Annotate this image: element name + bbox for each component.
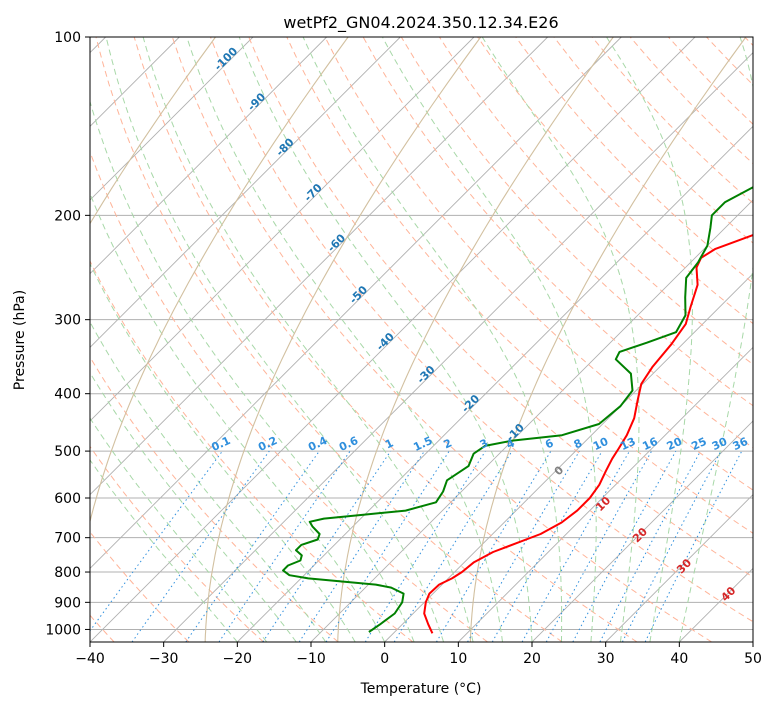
x-tick-label: 10 bbox=[449, 651, 467, 667]
moist-adiabat-line bbox=[90, 417, 268, 642]
mixing-ratio-line bbox=[325, 450, 450, 642]
mixing-ratio-label: 36 bbox=[731, 435, 751, 453]
y-tick-label: 800 bbox=[54, 565, 81, 581]
x-axis: −40 −30 −20 −10 0 10 20 30 40 50 bbox=[75, 642, 762, 667]
dry-adiabat-line bbox=[210, 37, 753, 623]
y-tick-label: 1000 bbox=[45, 622, 81, 638]
mixing-ratio-line bbox=[185, 450, 320, 642]
moist-adiabat-line bbox=[381, 37, 597, 642]
y-tick-label: 200 bbox=[54, 208, 81, 224]
y-tick-label: 900 bbox=[54, 595, 81, 611]
dry-adiabat-line bbox=[515, 37, 753, 284]
isotherm-line bbox=[163, 52, 753, 642]
y-tick-label: 700 bbox=[54, 531, 81, 547]
mixing-ratio-line bbox=[572, 450, 677, 642]
isotherm-line bbox=[90, 37, 254, 201]
dry-adiabat-line bbox=[133, 37, 638, 642]
x-tick-label: 0 bbox=[380, 651, 389, 667]
moist-adiabat-line bbox=[186, 37, 503, 642]
isotherm-line bbox=[384, 273, 753, 642]
moist-adiabat-line bbox=[90, 459, 238, 642]
dry-adiabat-line bbox=[95, 37, 563, 642]
curved-background-line bbox=[469, 37, 747, 642]
mixing-ratio-line bbox=[393, 450, 513, 642]
moist-adiabat-line bbox=[90, 99, 415, 642]
mixing-ratio-label: 13 bbox=[618, 435, 637, 453]
moist-adiabat-line bbox=[105, 37, 445, 642]
y-axis: 100 200 300 400 500 600 700 800 900 1000 bbox=[45, 30, 90, 638]
mixing-ratio-line bbox=[364, 450, 486, 642]
x-tick-label: −30 bbox=[149, 651, 179, 667]
plot-frame bbox=[89, 36, 754, 643]
isotherm-line bbox=[605, 494, 753, 642]
mixing-ratio-label: 10 bbox=[591, 435, 611, 453]
x-tick-label: −10 bbox=[296, 651, 326, 667]
mixing-ratio-label: 20 bbox=[665, 435, 685, 453]
x-tick-label: −40 bbox=[75, 651, 105, 667]
series-group bbox=[282, 186, 753, 634]
isotherm-line bbox=[90, 37, 475, 422]
x-axis-title: Temperature (°C) bbox=[360, 681, 482, 697]
moist-adiabat-line bbox=[90, 321, 327, 642]
isotherm-line bbox=[237, 125, 753, 642]
moist-adiabat-line bbox=[90, 262, 356, 642]
mixing-ratio-line bbox=[262, 450, 392, 642]
y-tick-label: 300 bbox=[54, 313, 81, 329]
background-lines bbox=[90, 37, 753, 642]
mixing-ratio-line bbox=[467, 450, 580, 642]
moist-adiabat-line bbox=[302, 37, 563, 642]
mixing-ratio-line bbox=[298, 450, 425, 642]
moist-adiabat-line bbox=[481, 37, 640, 642]
y-tick-label: 400 bbox=[54, 387, 81, 403]
y-tick-label: 500 bbox=[54, 444, 81, 460]
curved-background-line bbox=[337, 37, 614, 642]
x-tick-label: −20 bbox=[223, 651, 253, 667]
moist-adiabat-line bbox=[678, 37, 753, 642]
chart-title: wetPf2_GN04.2024.350.12.34.E26 bbox=[283, 13, 558, 33]
dry-adiabat-line bbox=[324, 37, 753, 491]
x-tick-label: 50 bbox=[744, 651, 762, 667]
mixing-ratio-line bbox=[218, 450, 351, 642]
x-tick-label: 40 bbox=[670, 651, 688, 667]
mixing-ratio-label: 16 bbox=[640, 435, 660, 453]
isotherm-line bbox=[90, 37, 401, 348]
moist-adiabat-line bbox=[238, 37, 533, 642]
isotherm-line bbox=[90, 37, 622, 569]
dry-adiabat-line bbox=[248, 37, 753, 578]
dry-adiabat-line bbox=[90, 445, 264, 642]
moist-adiabat-line bbox=[142, 37, 474, 642]
mixing-ratio-label: 30 bbox=[710, 435, 730, 453]
mixing-ratio-line bbox=[599, 450, 701, 642]
isotherm-line bbox=[531, 420, 753, 642]
curved-background-line bbox=[90, 37, 349, 524]
isotherm-line bbox=[90, 37, 548, 496]
curved-background-line bbox=[204, 37, 482, 642]
temperature-series-line bbox=[423, 234, 753, 634]
x-tick-label: 30 bbox=[597, 651, 615, 667]
mixing-ratio-label: 25 bbox=[689, 435, 708, 453]
y-tick-label: 600 bbox=[54, 491, 81, 507]
isotherm-line bbox=[90, 37, 696, 642]
isotherm-line bbox=[458, 346, 753, 642]
mixing-ratio-line bbox=[435, 450, 552, 642]
y-axis-title: Pressure (hPa) bbox=[12, 290, 28, 390]
moist-adiabat-line bbox=[90, 371, 297, 642]
dewpoint-series-line bbox=[282, 186, 753, 633]
moist-adiabat-line bbox=[90, 192, 386, 642]
isotherm-line bbox=[90, 37, 327, 275]
dry-adiabat-line bbox=[286, 37, 753, 534]
x-tick-label: 20 bbox=[523, 651, 541, 667]
y-tick-label: 100 bbox=[54, 30, 81, 46]
dry-adiabat-line bbox=[90, 259, 414, 642]
moist-adiabat-line bbox=[606, 37, 693, 642]
